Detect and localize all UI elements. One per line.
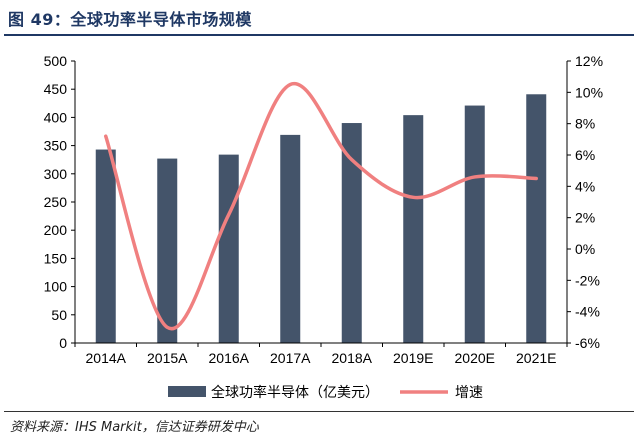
y-right-tick-label: 2% bbox=[575, 210, 595, 226]
y-left-tick-label: 150 bbox=[44, 250, 68, 266]
y-left-tick-label: 0 bbox=[59, 335, 67, 351]
y-left-tick-label: 350 bbox=[44, 138, 68, 154]
y-right-tick-label: -6% bbox=[575, 335, 600, 351]
y-left-tick-label: 100 bbox=[44, 279, 68, 295]
y-right-tick-label: 12% bbox=[575, 53, 603, 69]
legend-label-bar: 全球功率半导体（亿美元） bbox=[211, 384, 379, 400]
legend-label-line: 增速 bbox=[455, 384, 483, 400]
y-right-tick-label: 6% bbox=[575, 147, 595, 163]
source-note: 资料来源：IHS Markit，信达证券研发中心 bbox=[10, 420, 259, 435]
y-left-tick-label: 300 bbox=[44, 166, 68, 182]
y-left-tick-label: 500 bbox=[44, 53, 68, 69]
x-tick-label: 2019E bbox=[393, 350, 433, 366]
y-left-tick-label: 450 bbox=[44, 81, 68, 97]
bar bbox=[280, 134, 301, 343]
bar bbox=[403, 115, 424, 343]
x-tick-label: 2016A bbox=[209, 350, 250, 366]
bar bbox=[341, 123, 362, 343]
combo-chart: 0 50 100 150 200 250 300 350 400 450 500 -6% -4% -2% 0… bbox=[44, 53, 603, 400]
y-right-tick-label: 0% bbox=[575, 241, 595, 257]
bar bbox=[95, 149, 116, 343]
y-right-tick-label: 8% bbox=[575, 116, 595, 132]
legend-swatch-bar bbox=[168, 386, 206, 397]
bar bbox=[464, 105, 485, 343]
x-tick-label: 2020E bbox=[455, 350, 495, 366]
bar bbox=[526, 94, 547, 343]
y-right-tick-label: -2% bbox=[575, 272, 600, 288]
y-left-tick-label: 50 bbox=[51, 307, 67, 323]
y-left-tick-label: 400 bbox=[44, 109, 68, 125]
figure-title: 图 49：全球功率半导体市场规模 bbox=[8, 10, 252, 29]
source-divider bbox=[4, 411, 634, 412]
x-tick-label: 2015A bbox=[147, 350, 188, 366]
y-right-tick-label: -4% bbox=[575, 304, 600, 320]
y-right-tick-label: 4% bbox=[575, 178, 595, 194]
y-right-tick-label: 10% bbox=[575, 84, 603, 100]
x-tick-label: 2018A bbox=[332, 350, 373, 366]
x-tick-label: 2017A bbox=[270, 350, 311, 366]
x-tick-label: 2014A bbox=[86, 350, 127, 366]
y-left-tick-label: 200 bbox=[44, 222, 68, 238]
bar bbox=[157, 158, 178, 343]
x-tick-label: 2021E bbox=[516, 350, 556, 366]
title-divider bbox=[4, 34, 634, 36]
y-left-tick-label: 250 bbox=[44, 194, 68, 210]
bar bbox=[218, 154, 239, 343]
